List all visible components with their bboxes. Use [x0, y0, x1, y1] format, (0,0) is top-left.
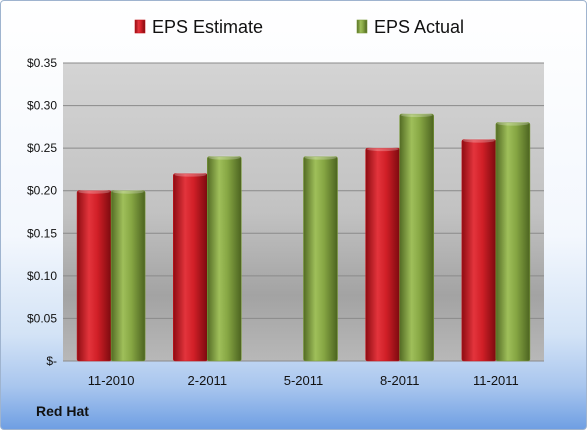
x-tick-label: 2-2011 — [188, 373, 228, 388]
estimate-legend-swatch — [134, 19, 146, 34]
bar-highlight — [208, 155, 241, 160]
bar-highlight — [174, 172, 207, 177]
y-tick-label: $0.20 — [27, 184, 57, 198]
y-tick-label: $0.15 — [27, 226, 57, 240]
actual-bar-11-2011 — [495, 122, 531, 362]
actual-bar-2-2011 — [207, 156, 242, 362]
x-tick-label: 11-2010 — [88, 373, 135, 388]
y-tick-label: $0.35 — [27, 56, 57, 70]
y-tick-label: $- — [46, 354, 57, 368]
actual-bar-8-2011 — [399, 113, 435, 362]
bar-highlight — [462, 138, 495, 143]
bar-highlight — [400, 113, 433, 118]
actual-legend-swatch — [356, 19, 368, 34]
estimate-bar-2-2011 — [173, 173, 208, 362]
estimate-bar-11-2010 — [76, 190, 112, 362]
bar-highlight — [78, 189, 111, 194]
actual-bar-11-2010 — [110, 190, 146, 362]
company-name: Red Hat — [36, 403, 89, 419]
bars — [76, 113, 531, 362]
bar-highlight — [496, 121, 529, 126]
actual-bar-5-2011 — [303, 156, 338, 362]
bar-highlight — [366, 147, 399, 152]
bar-highlight — [112, 189, 145, 194]
estimate-bar-8-2011 — [365, 147, 401, 362]
actual-legend-label: EPS Actual — [374, 17, 464, 37]
legend: EPS Estimate EPS Actual — [134, 17, 464, 37]
x-tick-label: 8-2011 — [380, 373, 420, 388]
x-axis-ticks: 11-2010 2-2011 5-2011 8-2011 11-2011 — [88, 373, 519, 388]
y-axis-ticks: $- $0.05 $0.10 $0.15 $0.20 $0.25 $0.30 $0.35 — [27, 56, 57, 368]
x-tick-label: 11-2011 — [473, 373, 519, 388]
estimate-bar-11-2011 — [461, 139, 497, 362]
estimate-legend-label: EPS Estimate — [152, 17, 263, 37]
bar-highlight — [304, 155, 337, 160]
y-tick-label: $0.25 — [27, 141, 57, 155]
x-tick-label: 5-2011 — [284, 373, 324, 388]
y-tick-label: $0.10 — [27, 269, 57, 283]
y-tick-label: $0.30 — [27, 99, 57, 113]
y-tick-label: $0.05 — [27, 311, 57, 325]
